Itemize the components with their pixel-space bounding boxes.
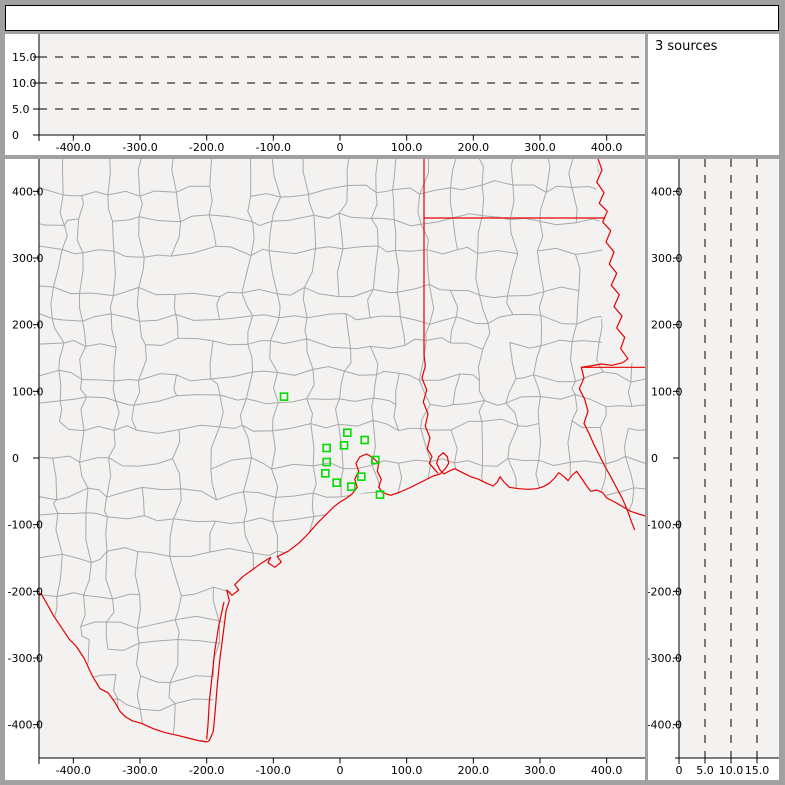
border-mississippi-river	[578, 159, 636, 531]
svg-text:200.0: 200.0	[458, 141, 490, 154]
svg-text:400.0: 400.0	[651, 185, 683, 198]
svg-text:15.0: 15.0	[745, 764, 770, 777]
svg-text:300.0: 300.0	[651, 252, 683, 265]
svg-text:0: 0	[676, 764, 683, 777]
svg-text:300.0: 300.0	[524, 764, 556, 777]
station-marker	[360, 435, 369, 445]
border-gulf-coast	[206, 452, 645, 743]
title-bar: Houston Lightning Mapping Array 0700-080…	[5, 5, 779, 31]
svg-text:-100.0: -100.0	[648, 519, 682, 532]
ew-altitude-plot[interactable]: 0 5.0 10.0 15.0 -400.0 -300.0 -200.0 -100.0 0 100…	[5, 34, 645, 155]
map-axis-ticks: 400.0 300.0 200.0 100.0 0 -100.0 -200.0 -300.0 -…	[8, 185, 623, 777]
station-marker	[375, 490, 385, 499]
ew-axis-ticks: 0 5.0 10.0 15.0 -400.0 -300.0 -200.0 -100.0 0 100…	[12, 51, 622, 154]
station-markers	[279, 392, 385, 499]
station-marker	[343, 428, 352, 437]
station-marker	[321, 469, 330, 478]
svg-text:100.0: 100.0	[391, 764, 423, 777]
ew-gridlines	[39, 56, 645, 110]
svg-text:-300.0: -300.0	[122, 141, 157, 154]
svg-text:-100.0: -100.0	[256, 141, 291, 154]
svg-text:400.0: 400.0	[12, 185, 44, 198]
panel-ew-altitude: 0 5.0 10.0 15.0 -400.0 -300.0 -200.0 -100.0 0 100…	[5, 34, 645, 155]
panel-ns-altitude: 400.0 300.0 200.0 100.0 0 -100.0 -200.0 -300.0 -…	[648, 159, 779, 780]
station-marker	[371, 455, 380, 465]
ns-axis-ticks: 400.0 300.0 200.0 100.0 0 -100.0 -200.0 -300.0 -…	[648, 185, 769, 777]
ns-altitude-plot[interactable]: 400.0 300.0 200.0 100.0 0 -100.0 -200.0 -300.0 -…	[648, 159, 779, 780]
station-marker	[279, 392, 289, 401]
svg-text:200.0: 200.0	[12, 319, 44, 332]
panel-sources: 3 sources	[648, 34, 779, 155]
svg-text:0: 0	[337, 764, 344, 777]
station-marker	[332, 478, 341, 487]
svg-text:400.0: 400.0	[591, 764, 623, 777]
svg-text:-200.0: -200.0	[8, 585, 43, 598]
svg-text:-400.0: -400.0	[56, 141, 91, 154]
svg-text:-400.0: -400.0	[8, 719, 43, 732]
svg-text:100.0: 100.0	[391, 141, 423, 154]
svg-text:0: 0	[12, 129, 19, 142]
svg-text:-300.0: -300.0	[648, 652, 682, 665]
border-tx-ar-la-sabine	[421, 159, 439, 474]
svg-text:300.0: 300.0	[12, 252, 44, 265]
station-marker	[322, 443, 331, 453]
ns-gridlines	[704, 159, 758, 758]
svg-text:-100.0: -100.0	[8, 519, 43, 532]
border-laguna-madre	[206, 601, 225, 740]
svg-text:100.0: 100.0	[12, 385, 44, 398]
state-borders	[39, 159, 645, 743]
svg-text:100.0: 100.0	[651, 385, 683, 398]
svg-text:0: 0	[651, 452, 658, 465]
svg-text:-300.0: -300.0	[8, 652, 43, 665]
svg-text:200.0: 200.0	[458, 764, 490, 777]
plan-view-map-plot[interactable]: 400.0 300.0 200.0 100.0 0 -100.0 -200.0 -300.0 -…	[5, 159, 645, 780]
station-marker	[357, 472, 366, 481]
svg-text:10.0: 10.0	[12, 77, 37, 90]
svg-text:5.0: 5.0	[696, 764, 714, 777]
station-marker	[322, 457, 331, 467]
svg-text:5.0: 5.0	[12, 103, 30, 116]
svg-text:10.0: 10.0	[719, 764, 744, 777]
svg-text:0: 0	[337, 141, 344, 154]
svg-text:400.0: 400.0	[591, 141, 623, 154]
svg-text:-300.0: -300.0	[122, 764, 157, 777]
svg-text:-200.0: -200.0	[189, 141, 224, 154]
station-marker	[347, 482, 356, 491]
svg-text:300.0: 300.0	[524, 141, 556, 154]
svg-text:-200.0: -200.0	[189, 764, 224, 777]
svg-text:200.0: 200.0	[651, 319, 683, 332]
svg-text:0: 0	[12, 452, 19, 465]
svg-text:-100.0: -100.0	[256, 764, 291, 777]
svg-text:-400.0: -400.0	[648, 719, 682, 732]
svg-text:-200.0: -200.0	[648, 585, 682, 598]
station-marker	[339, 441, 349, 450]
svg-text:15.0: 15.0	[12, 51, 37, 64]
sources-count-label: 3 sources	[655, 39, 718, 54]
border-rio-grande	[39, 592, 207, 743]
svg-text:-400.0: -400.0	[56, 764, 91, 777]
panel-plan-view-map: 400.0 300.0 200.0 100.0 0 -100.0 -200.0 -300.0 -…	[5, 159, 645, 780]
